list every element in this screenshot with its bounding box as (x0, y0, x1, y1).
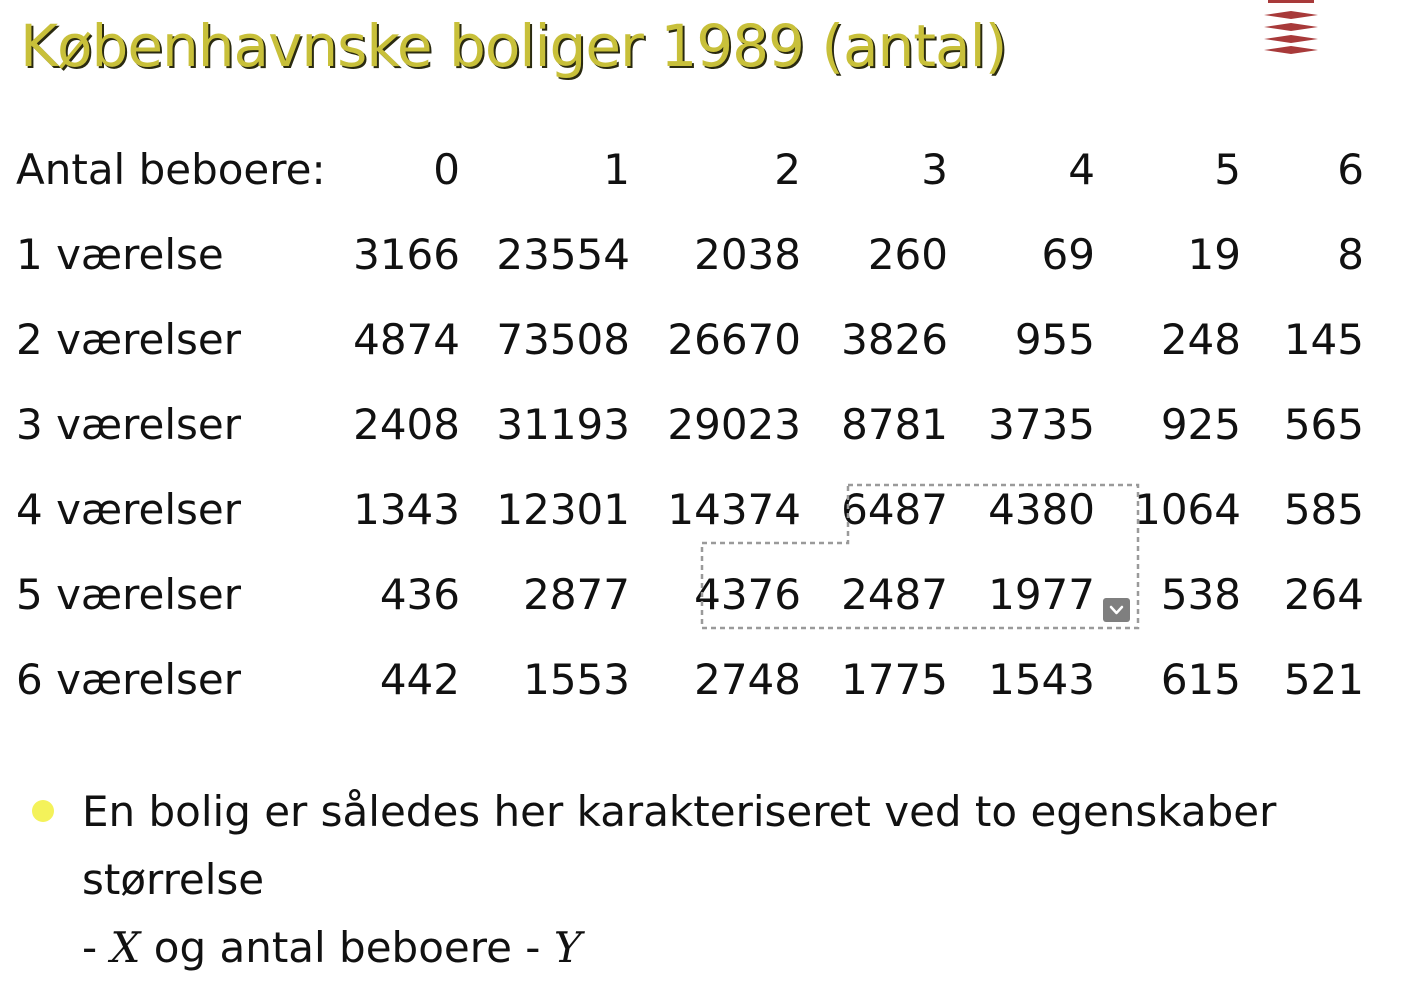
header-cell: 4 (1068, 145, 1095, 194)
table-cell: 29023 (667, 400, 801, 449)
table-row: 2 værelser 4874 73508 26670 3826 955 248… (16, 310, 1416, 370)
table-cell: 615 (1160, 655, 1241, 704)
table-cell: 925 (1160, 400, 1241, 449)
table-cell: 1343 (353, 485, 460, 534)
row-label: 2 værelser (16, 315, 242, 364)
header-cell: 0 (433, 145, 460, 194)
table-cell: 521 (1283, 655, 1364, 704)
table-cell: 8 (1337, 230, 1364, 279)
table-cell: 260 (867, 230, 948, 279)
table-row: 5 værelser 436 2877 4376 2487 1977 538 2… (16, 565, 1416, 625)
table-cell: 1543 (988, 655, 1095, 704)
table-cell: 442 (379, 655, 460, 704)
table-cell: 955 (1014, 315, 1095, 364)
table-cell: 19 (1187, 230, 1241, 279)
table-cell: 2748 (694, 655, 801, 704)
table-row: 4 værelser 1343 12301 14374 6487 4380 10… (16, 480, 1416, 540)
table-cell: 264 (1283, 570, 1364, 619)
table-cell: 1775 (841, 655, 948, 704)
table-cell: 12301 (496, 485, 630, 534)
variable-x: X (110, 923, 141, 972)
table-cell: 2487 (841, 570, 948, 619)
bullet-line-2-prefix: - (82, 923, 111, 972)
table-cell: 73508 (496, 315, 630, 364)
row-label: 3 værelser (16, 400, 242, 449)
bullet-text: En bolig er således her karakteriseret v… (82, 778, 1412, 982)
header-cell: 3 (921, 145, 948, 194)
header-cell: 1 (603, 145, 630, 194)
chevron-down-icon (1109, 605, 1124, 615)
slide-title: Københavnske boliger 1989 (antal) (20, 12, 1007, 80)
cell-selection-outline[interactable] (700, 483, 1140, 630)
row-label: 4 værelser (16, 485, 242, 534)
table-cell: 2877 (523, 570, 630, 619)
table-cell: 3166 (353, 230, 460, 279)
table-cell: 1064 (1134, 485, 1241, 534)
bullet-line-1: En bolig er således her karakteriseret v… (82, 787, 1277, 904)
towers-logo-icon (1262, 0, 1320, 58)
bullet-line-2-middle: og antal beboere - (140, 923, 554, 972)
bullet-dot-icon (32, 800, 54, 822)
header-cell: 6 (1337, 145, 1364, 194)
table-row: 1 værelse 3166 23554 2038 260 69 19 8 (16, 225, 1416, 285)
bullet-line-2: - X og antal beboere - Y (82, 914, 1412, 982)
table-cell: 31193 (496, 400, 630, 449)
table-cell: 23554 (496, 230, 630, 279)
table-cell: 3826 (841, 315, 948, 364)
table-cell: 1553 (523, 655, 630, 704)
header-cell: 2 (774, 145, 801, 194)
table-row: 6 værelser 442 1553 2748 1775 1543 615 5… (16, 650, 1416, 710)
table-cell: 565 (1283, 400, 1364, 449)
selection-dropdown-button[interactable] (1103, 598, 1130, 622)
table-cell: 2038 (694, 230, 801, 279)
table-cell: 145 (1283, 315, 1364, 364)
table-cell: 585 (1283, 485, 1364, 534)
table-cell: 6487 (841, 485, 948, 534)
table-row: 3 værelser 2408 31193 29023 8781 3735 92… (16, 395, 1416, 455)
table-header-row: Antal beboere: 0 1 2 3 4 5 6 (16, 140, 1416, 200)
table-cell: 436 (379, 570, 460, 619)
row-label: 6 værelser (16, 655, 242, 704)
table-cell: 248 (1160, 315, 1241, 364)
table-cell: 14374 (667, 485, 801, 534)
table-cell: 4874 (353, 315, 460, 364)
header-label: Antal beboere: (16, 145, 326, 194)
table-cell: 538 (1160, 570, 1241, 619)
table-cell: 8781 (841, 400, 948, 449)
row-label: 1 værelse (16, 230, 224, 279)
table-cell: 1977 (988, 570, 1095, 619)
table-cell: 4380 (988, 485, 1095, 534)
table-cell: 4376 (694, 570, 801, 619)
row-label: 5 værelser (16, 570, 242, 619)
table-cell: 69 (1041, 230, 1095, 279)
table-cell: 26670 (667, 315, 801, 364)
table-cell: 2408 (353, 400, 460, 449)
header-cell: 5 (1214, 145, 1241, 194)
variable-y: Y (553, 923, 582, 972)
table-cell: 3735 (988, 400, 1095, 449)
